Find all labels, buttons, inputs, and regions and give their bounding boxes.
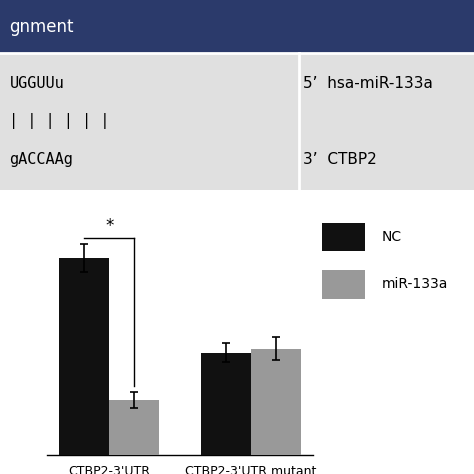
Bar [251,348,301,455]
Text: *: * [105,217,113,235]
Text: 3’  CTBP2: 3’ CTBP2 [303,152,377,167]
Text: miR-133a: miR-133a [382,277,448,292]
Text: gnment: gnment [9,18,74,36]
Bar [0,0,474,53]
Bar [0,53,474,190]
Bar [109,400,159,455]
Bar [59,258,109,455]
Text: | | | | | |: | | | | | | [9,113,110,129]
Text: NC: NC [382,230,402,244]
Bar [322,270,365,299]
Text: UGGUUu: UGGUUu [9,76,64,91]
Bar [322,223,365,251]
Bar [201,353,251,455]
Text: 5’  hsa-miR-133a: 5’ hsa-miR-133a [303,76,433,91]
Text: gACCAAg: gACCAAg [9,152,73,167]
